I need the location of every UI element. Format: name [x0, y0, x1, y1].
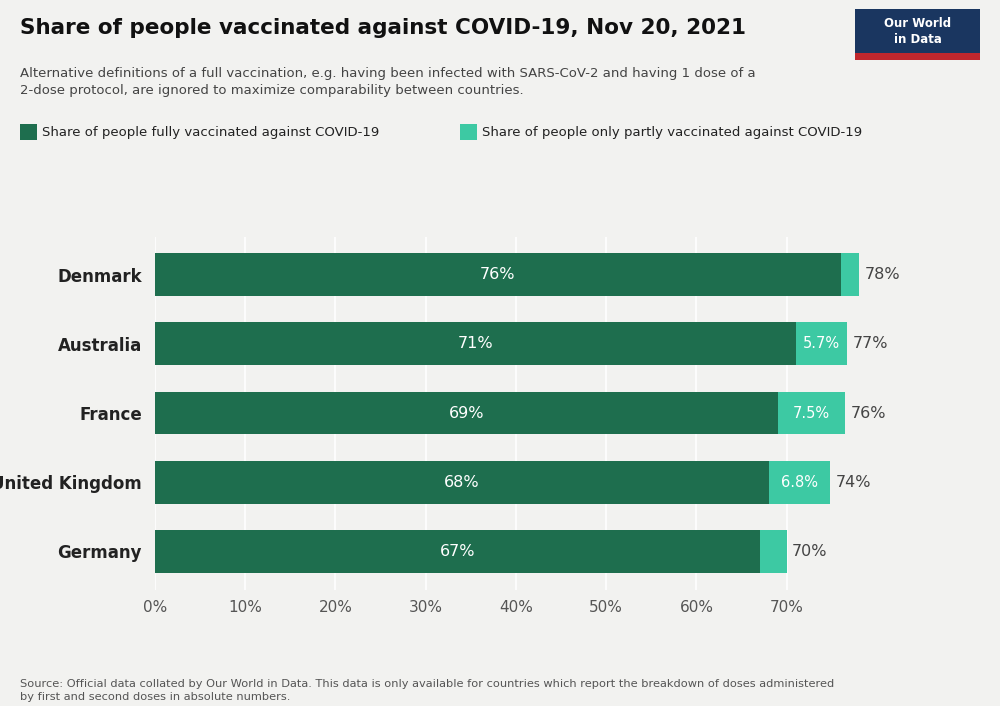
Bar [155, 461, 769, 503]
Text: 77%: 77% [853, 336, 888, 352]
Text: Share of people fully vaccinated against COVID-19: Share of people fully vaccinated against… [42, 126, 379, 138]
Text: 68%: 68% [444, 474, 480, 490]
Text: 78%: 78% [864, 267, 900, 282]
Text: Source: Official data collated by Our World in Data. This data is only available: Source: Official data collated by Our Wo… [20, 679, 834, 706]
Text: 6.8%: 6.8% [781, 474, 818, 490]
Bar [778, 392, 845, 434]
Text: 76%: 76% [851, 405, 886, 421]
Text: 67%: 67% [440, 544, 475, 559]
Bar [155, 253, 841, 296]
Bar [155, 323, 796, 365]
Text: 70%: 70% [792, 544, 828, 559]
Text: 76%: 76% [480, 267, 516, 282]
Bar [155, 392, 778, 434]
Text: 7.5%: 7.5% [793, 405, 830, 421]
Text: Share of people only partly vaccinated against COVID-19: Share of people only partly vaccinated a… [482, 126, 862, 138]
Bar [769, 461, 830, 503]
Text: 74%: 74% [835, 474, 871, 490]
Text: 69%: 69% [449, 405, 484, 421]
Bar [155, 530, 760, 573]
Text: Our World: Our World [884, 17, 951, 30]
Text: 5.7%: 5.7% [803, 336, 840, 352]
Text: Alternative definitions of a full vaccination, e.g. having been infected with SA: Alternative definitions of a full vaccin… [20, 67, 756, 97]
Text: in Data: in Data [894, 33, 941, 46]
Bar [760, 530, 787, 573]
Text: 71%: 71% [458, 336, 493, 352]
Bar [796, 323, 847, 365]
Text: Share of people vaccinated against COVID-19, Nov 20, 2021: Share of people vaccinated against COVID… [20, 18, 746, 37]
Bar [841, 253, 859, 296]
